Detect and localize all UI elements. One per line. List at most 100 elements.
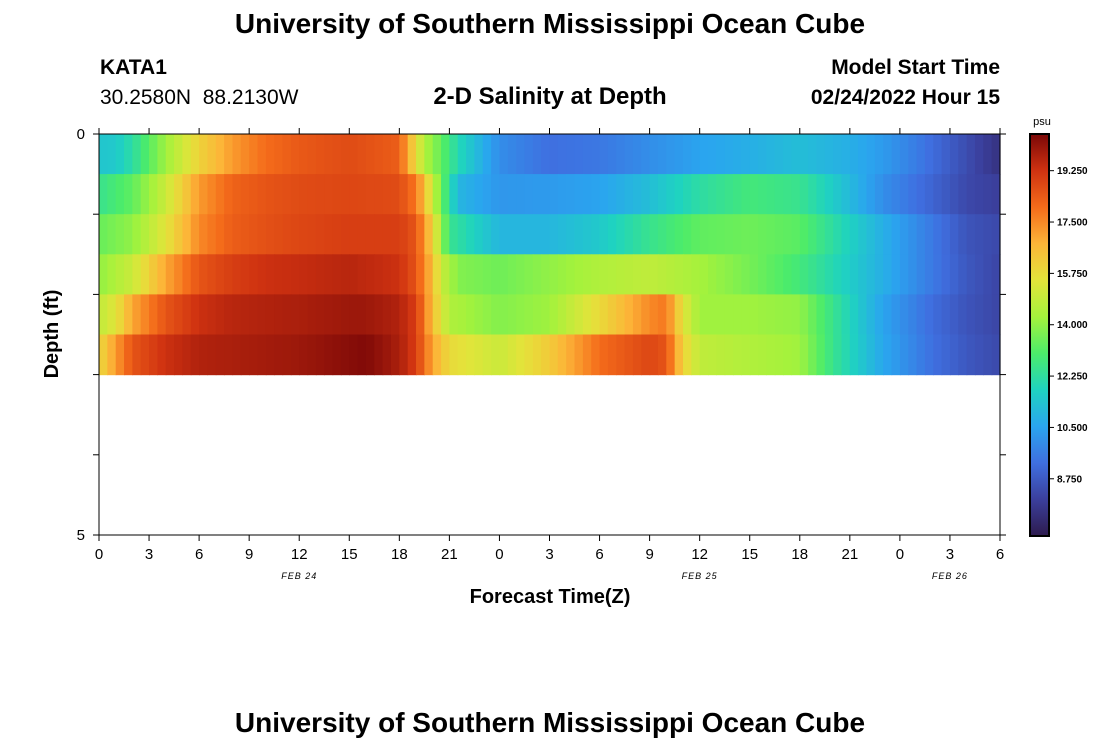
heatmap-cell [349,134,359,175]
heatmap-cell [399,334,409,376]
heatmap-cell [449,254,459,295]
heatmap-cell [449,334,459,376]
heatmap-cell [416,174,425,215]
heatmap-cell [824,134,834,175]
x-date-label: FEB 24 [281,571,317,581]
heatmap-cell [874,294,884,336]
heatmap-cell [983,294,993,336]
colorbar-tick-label: 19.250 [1057,166,1088,177]
heatmap-cell [140,294,150,336]
model-start-label: Model Start Time [831,56,1000,79]
heatmap-cell [466,334,476,376]
heatmap-cell [599,334,609,376]
heatmap-cell [557,334,567,376]
heatmap-cell [249,174,259,215]
heatmap-cell [332,294,342,336]
heatmap-cell [632,174,642,215]
heatmap-cell [924,254,934,295]
heatmap-cell [374,214,384,255]
heatmap-cell [716,214,726,255]
heatmap-cell [749,134,759,175]
salinity-chart: 0 3 6 9 12 15 18 21 0 3 6 9 12 15 18 21 0 3 6 FEB 24 FEB 25 F… [41,116,1088,608]
heatmap-cell [390,214,400,255]
heatmap-cell [466,294,476,336]
heatmap-cell [574,134,584,175]
heatmap-cell [624,334,634,376]
heatmap-cell [365,254,375,295]
heatmap-cell [290,214,300,255]
heatmap-cell [941,254,951,295]
heatmap-cell [758,294,767,336]
heatmap-cell [766,334,776,376]
heatmap-cell [699,294,709,336]
heatmap-cell [332,174,342,215]
heatmap-cell [541,174,551,215]
heatmap-cell [566,254,576,295]
heatmap-cell [390,294,400,336]
heatmap-cell [115,214,125,255]
heatmap-cell [616,294,626,336]
heatmap-cell [532,294,542,336]
heatmap-cell [340,294,350,336]
heatmap-cell [708,254,717,295]
heatmap-cell [224,214,234,255]
heatmap-cell [190,174,200,215]
heatmap-cell [816,334,826,376]
heatmap-cell [557,294,567,336]
heatmap-cell [674,214,684,255]
heatmap-cell [733,214,742,255]
heatmap-cell [916,214,926,255]
heatmap-cell [349,294,359,336]
heatmap-cell [340,134,350,175]
heatmap-cell [741,294,751,336]
heatmap-cell [616,174,626,215]
heatmap-cell [624,134,634,175]
heatmap-cell [215,254,225,295]
heatmap-cell [974,334,984,376]
colorbar-tick-label: 8.750 [1057,474,1082,485]
heatmap-cell [307,174,317,215]
heatmap-cell [224,174,234,215]
heatmap-cell [691,254,701,295]
heatmap-cell [708,294,717,336]
heatmap-cell [265,134,275,175]
heatmap-cell [382,254,392,295]
heatmap-cell [240,254,250,295]
heatmap-cell [983,254,993,295]
heatmap-cell [182,134,192,175]
heatmap-cell [240,294,250,336]
heatmap-cell [474,254,484,295]
page-title: University of Southern Mississippi Ocean… [234,8,866,39]
heatmap-cell [591,134,601,175]
heatmap-cell [966,254,976,295]
heatmap-cell [149,254,158,295]
heatmap-cell [858,214,868,255]
heatmap-cell [607,254,617,295]
heatmap-cell [758,134,767,175]
heatmap-cell [357,254,367,295]
heatmap-cell [474,134,484,175]
heatmap-cell [799,174,809,215]
heatmap-cell [691,174,701,215]
heatmap-cell [165,334,175,376]
heatmap-cell [566,174,576,215]
heatmap-cell [315,134,325,175]
heatmap-cell [382,334,392,376]
heatmap-cell [215,174,225,215]
heatmap-cell [616,134,626,175]
colorbar-tick-label: 12.250 [1057,372,1088,383]
heatmap-cell [941,214,951,255]
heatmap-cell [140,134,150,175]
heatmap-cell [466,214,476,255]
heatmap-cell [324,214,334,255]
heatmap-cell [607,214,617,255]
heatmap-cell [899,294,909,336]
heatmap-cell [249,334,259,376]
heatmap-cell [107,174,117,215]
heatmap-cell [466,134,476,175]
heatmap-cell [524,214,534,255]
heatmap-cell [107,294,117,336]
heatmap-cell [474,214,484,255]
heatmap-cell [716,294,726,336]
heatmap-cell [941,334,951,376]
